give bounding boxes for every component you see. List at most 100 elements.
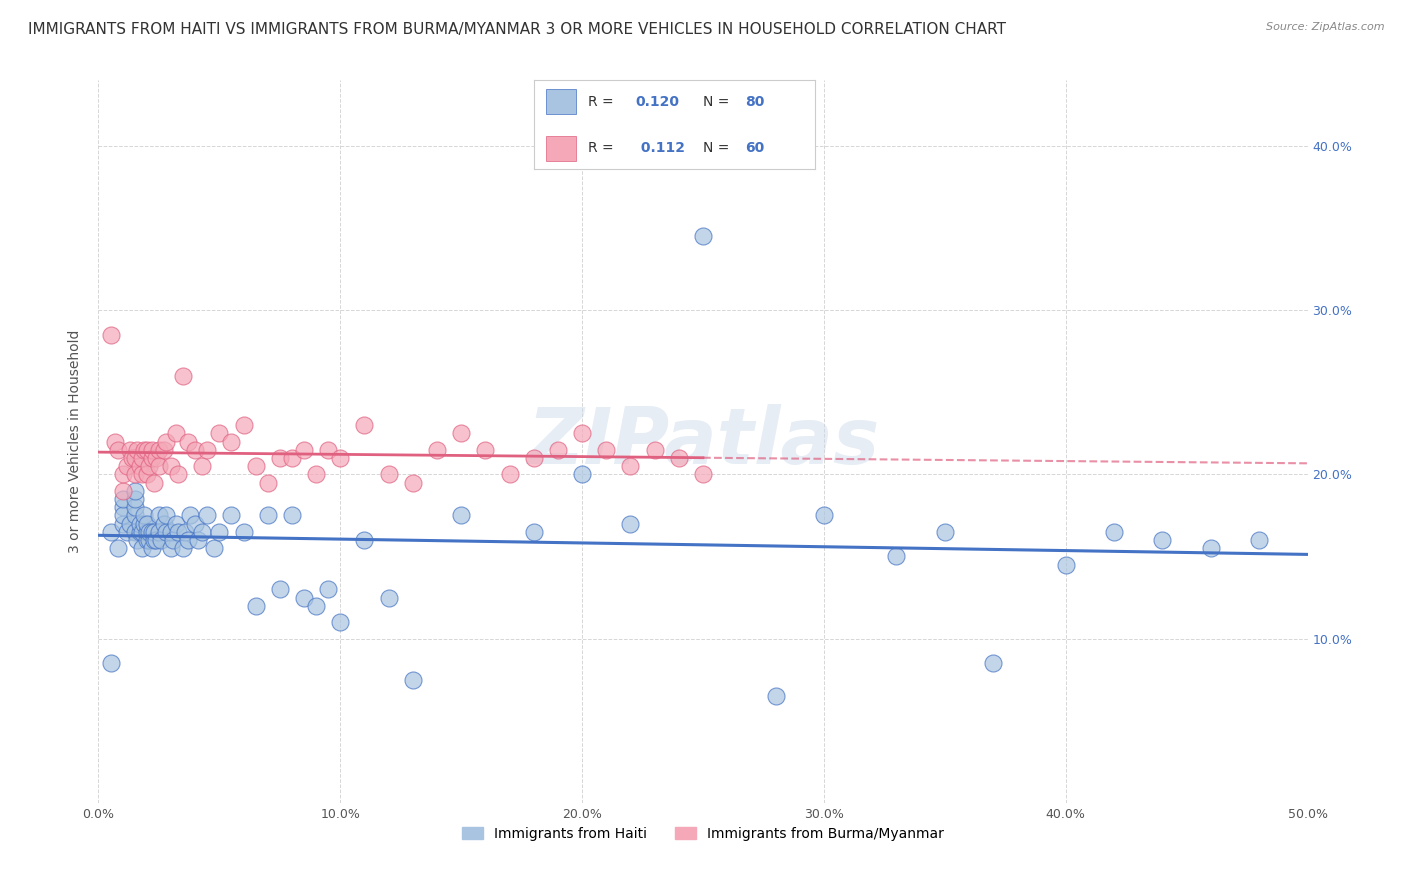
FancyBboxPatch shape xyxy=(546,136,576,161)
Point xyxy=(152,516,174,531)
Point xyxy=(934,524,956,539)
Point xyxy=(292,591,315,605)
Text: IMMIGRANTS FROM HAITI VS IMMIGRANTS FROM BURMA/MYANMAR 3 OR MORE VEHICLES IN HOU: IMMIGRANTS FROM HAITI VS IMMIGRANTS FROM… xyxy=(28,22,1007,37)
Point xyxy=(165,426,187,441)
Text: N =: N = xyxy=(703,95,734,109)
Point xyxy=(162,533,184,547)
Point xyxy=(232,418,254,433)
Point xyxy=(1152,533,1174,547)
Point xyxy=(281,508,304,523)
Point xyxy=(100,327,122,342)
Point xyxy=(184,516,207,531)
Point xyxy=(165,516,187,531)
Point xyxy=(100,524,122,539)
Point xyxy=(177,533,200,547)
Point xyxy=(148,459,170,474)
Point xyxy=(143,533,166,547)
Point xyxy=(160,459,183,474)
Point xyxy=(131,524,153,539)
Point xyxy=(1249,533,1271,547)
Point xyxy=(138,524,160,539)
Point xyxy=(118,516,141,531)
Y-axis label: 3 or more Vehicles in Household: 3 or more Vehicles in Household xyxy=(69,330,83,553)
Point xyxy=(128,459,150,474)
Point xyxy=(160,541,183,556)
Text: ZIPatlas: ZIPatlas xyxy=(527,403,879,480)
Point xyxy=(187,533,209,547)
Point xyxy=(135,442,157,457)
Point xyxy=(547,442,569,457)
Point xyxy=(316,582,339,597)
Point xyxy=(450,426,472,441)
Point xyxy=(135,524,157,539)
Point xyxy=(141,442,163,457)
Point xyxy=(155,508,177,523)
Point xyxy=(191,459,214,474)
Point xyxy=(523,524,546,539)
Point xyxy=(111,500,134,515)
Point xyxy=(813,508,835,523)
Point xyxy=(377,467,399,482)
Point xyxy=(195,442,218,457)
Point xyxy=(131,541,153,556)
Point xyxy=(134,516,156,531)
Point xyxy=(765,689,787,703)
Point xyxy=(256,475,278,490)
Point xyxy=(117,459,139,474)
Point xyxy=(329,615,352,630)
Point xyxy=(692,229,714,244)
Point xyxy=(232,524,254,539)
Point xyxy=(191,524,214,539)
Point xyxy=(141,524,163,539)
Point xyxy=(131,467,153,482)
Point xyxy=(131,450,153,465)
Point xyxy=(208,524,231,539)
Point xyxy=(305,467,328,482)
Point xyxy=(221,508,243,523)
Point xyxy=(329,450,352,465)
Point xyxy=(204,541,226,556)
Point xyxy=(644,442,666,457)
Point xyxy=(135,533,157,547)
Point xyxy=(143,475,166,490)
Point xyxy=(124,450,146,465)
FancyBboxPatch shape xyxy=(546,89,576,114)
Point xyxy=(692,467,714,482)
Point xyxy=(141,541,163,556)
Point xyxy=(184,442,207,457)
Point xyxy=(221,434,243,449)
Point xyxy=(668,450,690,465)
Point xyxy=(474,442,496,457)
Point xyxy=(155,434,177,449)
Point xyxy=(167,467,190,482)
Point xyxy=(135,516,157,531)
Point xyxy=(148,442,170,457)
Point xyxy=(141,450,163,465)
Point xyxy=(245,599,267,613)
Point xyxy=(245,459,267,474)
Point xyxy=(305,599,328,613)
Point xyxy=(571,426,593,441)
Point xyxy=(402,475,425,490)
Text: N =: N = xyxy=(703,141,734,155)
Point xyxy=(316,442,339,457)
Point xyxy=(523,450,546,465)
Point xyxy=(127,533,149,547)
Point xyxy=(619,516,641,531)
Point xyxy=(269,582,291,597)
Point xyxy=(111,508,134,523)
Point xyxy=(595,442,617,457)
Point xyxy=(179,508,201,523)
Point xyxy=(148,508,170,523)
Point xyxy=(124,491,146,506)
Point xyxy=(124,483,146,498)
Point xyxy=(121,450,143,465)
Point xyxy=(134,508,156,523)
Point xyxy=(152,442,174,457)
Point xyxy=(353,533,375,547)
Point xyxy=(886,549,908,564)
Point xyxy=(118,442,141,457)
Point xyxy=(269,450,291,465)
Point xyxy=(498,467,520,482)
Point xyxy=(145,450,167,465)
